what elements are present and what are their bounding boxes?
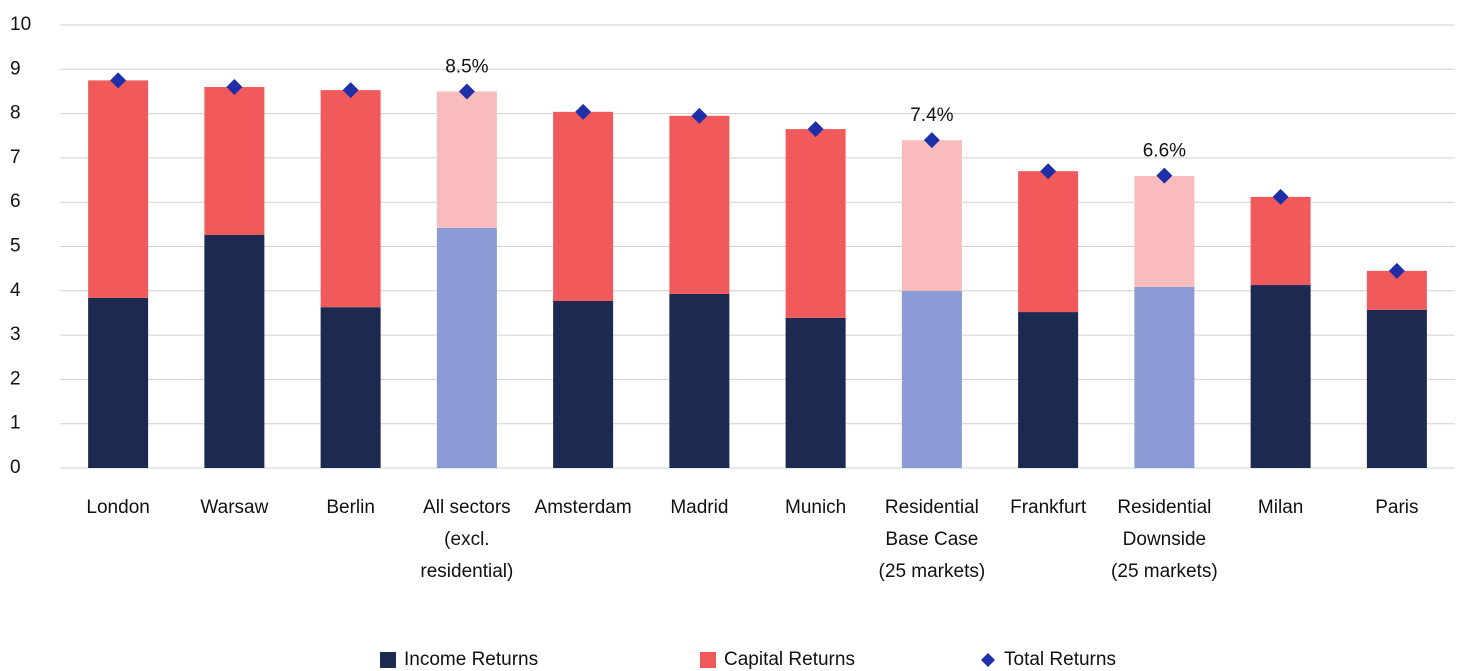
data-label: 6.6% [1143, 141, 1186, 162]
bar-segment [785, 129, 846, 318]
bar-segment [1018, 171, 1079, 313]
bar-segment [436, 91, 497, 228]
bar-segment [785, 317, 846, 468]
y-tick-label: 9 [10, 58, 21, 79]
x-tick-label: Amsterdam [534, 497, 632, 518]
y-tick-label: 7 [10, 147, 21, 168]
legend-label: Income Returns [404, 649, 538, 670]
bar-segment [1250, 196, 1311, 286]
bar-segment [1018, 312, 1079, 468]
total-marker [1272, 188, 1289, 205]
y-tick-label: 2 [10, 368, 21, 389]
total-marker [1040, 163, 1057, 180]
data-label: 8.5% [445, 56, 488, 77]
y-tick-label: 0 [10, 457, 21, 478]
y-tick-label: 5 [10, 236, 21, 257]
x-tick-label: Frankfurt [1010, 497, 1087, 518]
y-tick-label: 10 [10, 14, 31, 35]
bar-segment [901, 140, 962, 291]
bar-segment [1134, 286, 1195, 468]
total-marker [226, 79, 243, 96]
bar-segment [1134, 176, 1195, 287]
x-tick-label: Berlin [326, 497, 375, 518]
legend-label: Total Returns [1004, 649, 1116, 670]
y-tick-label: 3 [10, 324, 21, 345]
y-tick-label: 4 [10, 280, 21, 301]
bar-segment [669, 293, 730, 468]
x-tick-label: All sectors (excl. residential) [420, 497, 514, 582]
y-tick-label: 8 [10, 103, 21, 124]
y-tick-label: 6 [10, 191, 21, 212]
total-marker [458, 83, 475, 100]
bar-segment [320, 90, 381, 308]
x-tick-label: Paris [1375, 497, 1419, 518]
bar-segment [1366, 309, 1427, 468]
total-marker [1156, 167, 1173, 184]
bar-segment [436, 227, 497, 468]
bar-segment [553, 111, 614, 301]
y-tick-label: 1 [10, 413, 21, 434]
total-marker [691, 107, 708, 124]
legend-label: Capital Returns [724, 649, 855, 670]
bar-segment [88, 297, 149, 468]
bar-segment [669, 115, 730, 294]
bar-segment [553, 300, 614, 468]
bar-segment [320, 307, 381, 468]
data-label: 7.4% [910, 105, 953, 126]
legend-swatch [700, 652, 716, 668]
bar-segment [204, 87, 265, 235]
x-tick-label: Madrid [670, 497, 729, 518]
x-tick-label: Warsaw [200, 497, 269, 518]
total-marker [110, 72, 127, 89]
x-tick-label: Residential Downside (25 markets) [1111, 497, 1218, 582]
bar-segment [88, 80, 149, 298]
total-marker [807, 121, 824, 138]
total-marker [923, 132, 940, 149]
total-marker [1388, 262, 1405, 279]
total-marker [575, 103, 592, 120]
x-tick-label: Milan [1257, 497, 1304, 518]
total-marker [342, 82, 359, 99]
bar-segment [204, 234, 265, 468]
bar-segment [1250, 285, 1311, 468]
bar-segment [901, 290, 962, 468]
x-tick-label: Munich [785, 497, 847, 518]
x-tick-label: Residential Base Case (25 markets) [878, 497, 986, 582]
legend-marker [981, 653, 995, 667]
x-tick-label: London [86, 497, 150, 518]
legend-swatch [380, 652, 396, 668]
